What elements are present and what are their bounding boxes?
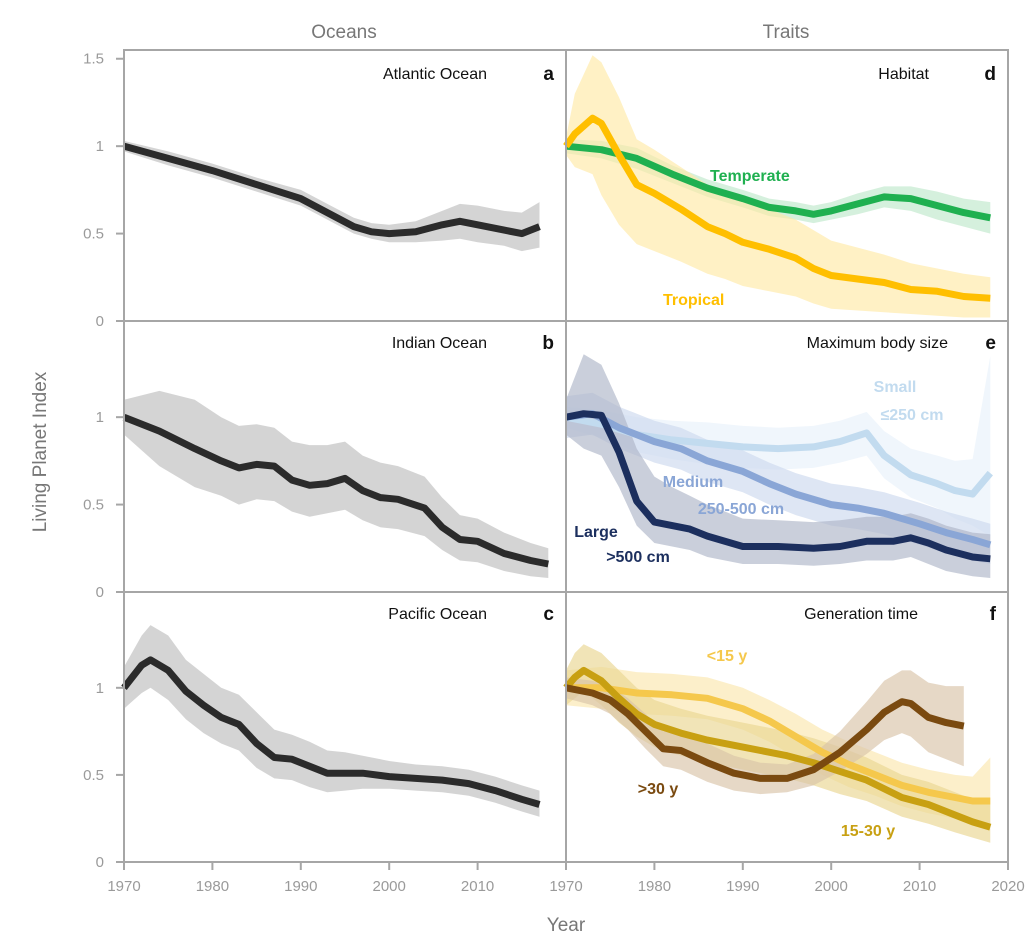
panel-e-letter: e (985, 333, 996, 354)
panel-c (121, 625, 541, 817)
y-tick-label-a-0: 0 (96, 313, 104, 330)
panel-d-series-temperate-line (565, 142, 991, 222)
panel-d-title: Habitat (878, 66, 929, 83)
series-label-over-30y: >30 y (638, 781, 679, 798)
panel-d (563, 55, 991, 318)
x-tick-label-7: 1990 (726, 878, 759, 895)
panel-f-series--30-y-confidence-band (566, 670, 964, 795)
y-tick-label-a-1.5: 1.5 (83, 51, 104, 68)
panel-e-title: Maximum body size (807, 335, 948, 352)
panel-f-series-15-30-y-confidence-band (566, 644, 991, 843)
panel-b-title: Indian Ocean (392, 335, 487, 352)
panel-b-series-0-line (122, 413, 549, 568)
y-tick-label-c-1: 1 (96, 680, 104, 697)
panel-a-series-0-line (123, 142, 541, 238)
x-tick-label-9: 2010 (903, 878, 936, 895)
y-tick-label-a-0.5: 0.5 (83, 226, 104, 243)
panel-e-series-large-line (565, 410, 991, 563)
panel-e-series-medium-line (565, 410, 992, 549)
series-label-tropical: Tropical (663, 292, 724, 309)
panel-f-series--15-y-line (566, 684, 991, 805)
series-label-large: Large (574, 524, 618, 541)
x-tick-label-1: 1980 (196, 878, 229, 895)
x-tick-label-0: 1970 (107, 878, 140, 895)
panel-f-letter: f (990, 604, 997, 625)
x-axis-title: Year (547, 915, 586, 936)
series-label-medium: Medium (663, 474, 723, 491)
panel-f-series--30-y-line (565, 684, 965, 782)
x-tick-label-8: 2000 (815, 878, 848, 895)
panel-a-series-0-confidence-band (124, 140, 540, 252)
x-tick-label-5: 1970 (549, 878, 582, 895)
panel-c-series-0-line (121, 656, 541, 808)
series-label-small: Small (874, 379, 917, 396)
y-tick-label-c-0: 0 (96, 854, 104, 871)
series-label-temperate: Temperate (710, 168, 790, 185)
panel-f (563, 644, 992, 843)
series-label-under-15y: <15 y (707, 648, 748, 665)
y-tick-label-b-0: 0 (96, 584, 104, 601)
panel-d-letter: d (984, 64, 996, 85)
y-tick-label-c-0.5: 0.5 (83, 767, 104, 784)
series-label-15-30y: 15-30 y (841, 823, 895, 840)
x-tick-label-3: 2000 (373, 878, 406, 895)
series-label-small-range: ≤250 cm (880, 407, 943, 424)
panel-f-title: Generation time (804, 606, 918, 623)
panel-e-series-small-line (565, 413, 993, 498)
y-tick-label-a-1: 1 (96, 138, 104, 155)
panel-a-letter: a (543, 64, 554, 85)
panel-a-title: Atlantic Ocean (383, 66, 487, 83)
panel-d-series-tropical-confidence-band (566, 55, 991, 318)
column-title-oceans: Oceans (311, 22, 376, 43)
y-tick-label-b-1: 1 (96, 409, 104, 426)
x-tick-label-4: 2010 (461, 878, 494, 895)
series-label-large-range: >500 cm (606, 549, 670, 566)
panel-f-series-15-30-y-line (563, 666, 992, 831)
panel-c-title: Pacific Ocean (388, 606, 487, 623)
panel-e (565, 354, 993, 578)
panel-c-letter: c (543, 604, 554, 625)
x-tick-label-6: 1980 (638, 878, 671, 895)
series-label-medium-range: 250-500 cm (698, 501, 784, 518)
panel-d-series-tropical-line (563, 114, 991, 302)
panel-b-letter: b (542, 333, 554, 354)
y-axis-title: Living Planet Index (30, 371, 51, 532)
x-tick-label-10: 2020 (991, 878, 1024, 895)
y-tick-label-b-0.5: 0.5 (83, 497, 104, 514)
panel-b (122, 390, 549, 578)
panel-c-series-0-confidence-band (124, 625, 540, 817)
x-tick-label-2: 1990 (284, 878, 317, 895)
column-title-traits: Traits (763, 22, 810, 43)
panel-a (123, 140, 541, 252)
